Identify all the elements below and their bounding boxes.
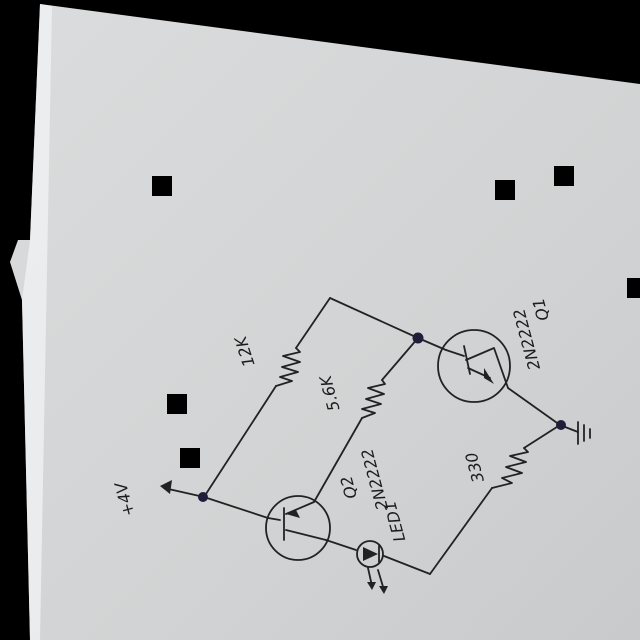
junction-dot (556, 420, 566, 430)
transistor-q1 (437, 329, 511, 403)
wire-left-bottom (203, 385, 277, 498)
wire-left-top (295, 297, 331, 349)
wire-bottom (383, 555, 431, 575)
wire-q1-to-node (507, 387, 561, 426)
photo-spot (167, 394, 187, 414)
paper-highlight (22, 4, 52, 640)
led-symbol (356, 540, 388, 594)
transistor-q2 (265, 495, 331, 561)
wire-5k6-to-q2 (313, 417, 363, 503)
photo-spot (627, 278, 640, 298)
vdd-arrow (160, 480, 172, 494)
wire-q2-to-led (325, 539, 357, 551)
resistor-330 (491, 447, 529, 489)
wire-to-q2-base (203, 496, 269, 519)
photo-spot (495, 180, 515, 200)
wire-node-to-5k6 (381, 337, 419, 381)
photo-spot (180, 448, 200, 468)
photo-spot (554, 166, 574, 186)
resistor-5k6 (361, 379, 386, 419)
wire-node-to-330 (523, 424, 561, 449)
resistor-12k (275, 347, 301, 387)
junction-dot (412, 332, 424, 344)
wire-top (329, 297, 419, 339)
ground-symbol (577, 421, 591, 445)
paper-sheet (10, 4, 640, 640)
wire-to-vdd (163, 487, 205, 498)
wire-330-to-bottom (429, 487, 493, 575)
circuit-drawing (163, 297, 579, 575)
photo-spot (152, 176, 172, 196)
junction-dot (198, 492, 208, 502)
